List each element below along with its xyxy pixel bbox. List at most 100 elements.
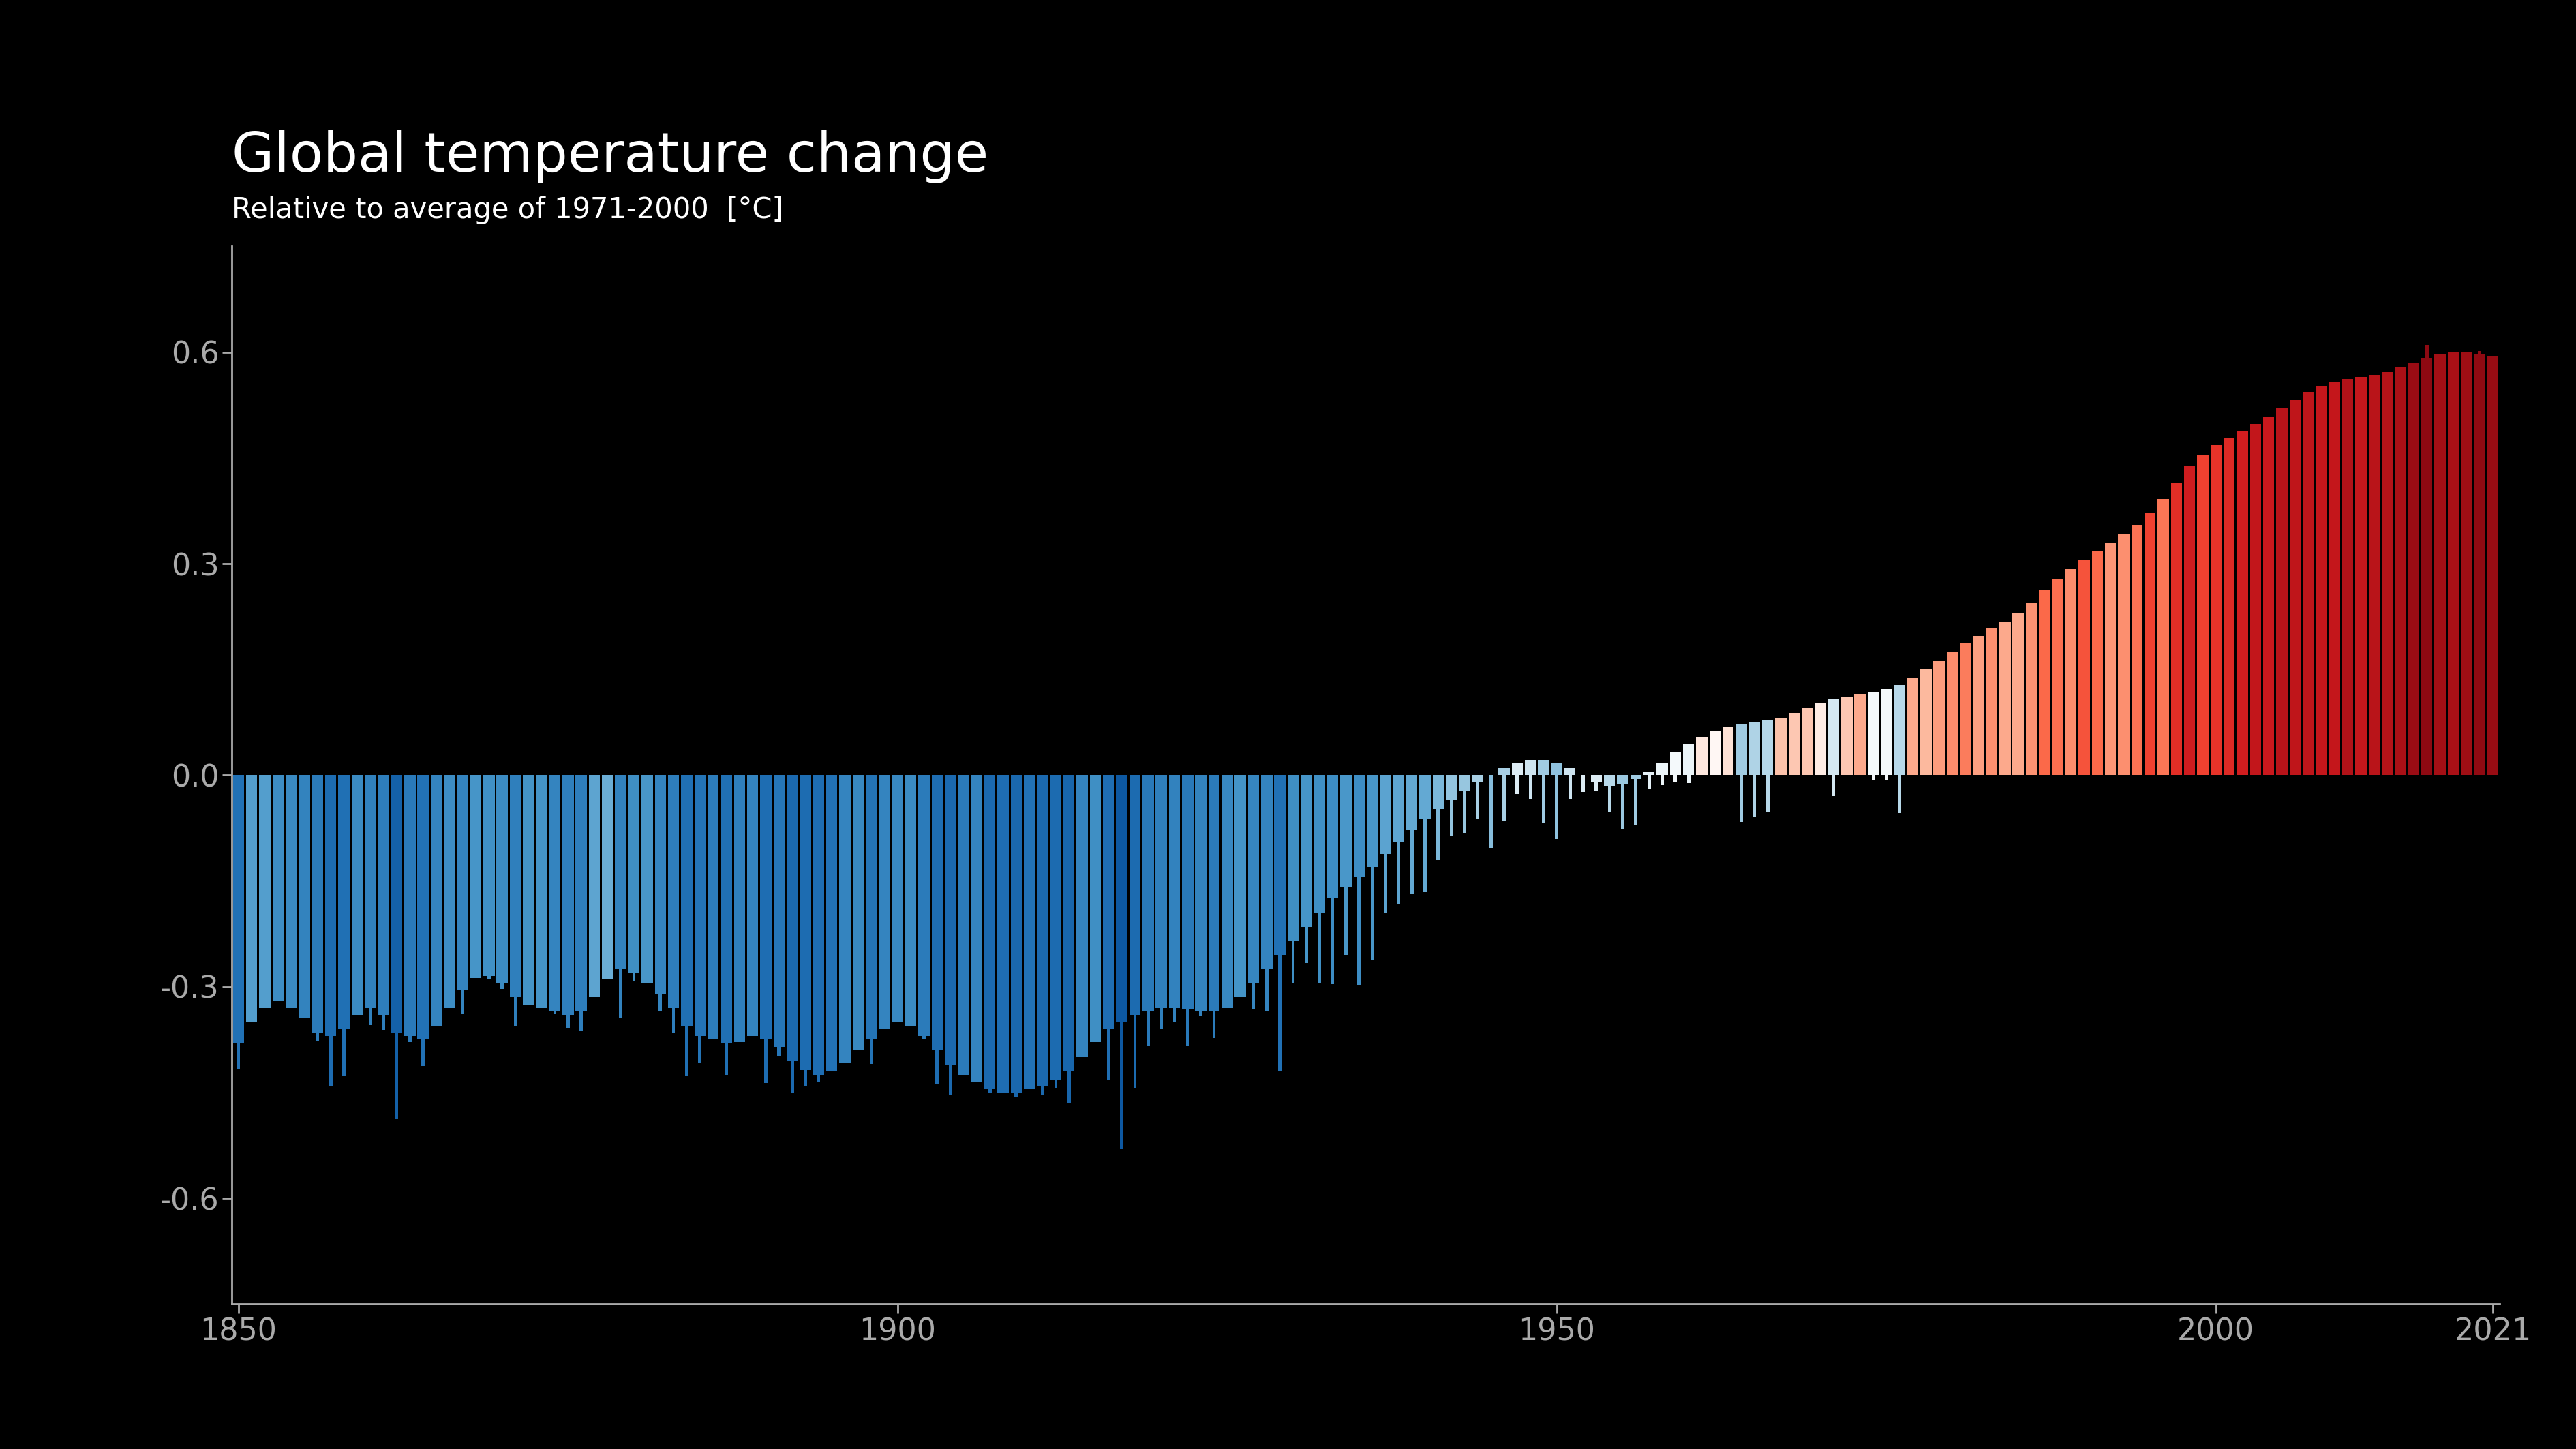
Bar	[2316, 385, 2326, 775]
Bar	[909, 775, 912, 993]
Bar	[1932, 661, 1945, 775]
Bar	[1208, 775, 1218, 1011]
Bar	[680, 775, 693, 1026]
Bar	[2424, 345, 2427, 775]
Bar	[513, 775, 518, 1026]
Bar	[1960, 643, 1971, 775]
Bar	[1595, 775, 1597, 791]
Bar	[392, 775, 402, 1033]
Bar	[1989, 674, 1994, 775]
Bar	[1383, 775, 1386, 913]
Bar	[366, 775, 376, 1009]
Bar	[896, 775, 899, 1001]
Bar	[1265, 775, 1267, 1011]
Bar	[2043, 626, 2045, 775]
Bar	[2107, 680, 2112, 775]
Bar	[1752, 775, 1757, 817]
Bar	[1844, 736, 1847, 775]
Bar	[456, 775, 469, 990]
Bar	[1108, 775, 1110, 1080]
Bar	[948, 775, 951, 1094]
Bar	[1814, 703, 1826, 775]
Bar	[355, 775, 358, 993]
Bar	[1275, 775, 1285, 955]
Bar	[1819, 761, 1821, 775]
Bar	[1471, 775, 1484, 782]
Bar	[1314, 775, 1324, 913]
Bar	[1620, 775, 1623, 829]
Bar	[1409, 775, 1414, 894]
Bar	[711, 775, 714, 1036]
Bar	[2473, 354, 2483, 775]
Bar	[2262, 417, 2275, 775]
Bar	[435, 775, 438, 1014]
Bar	[2478, 351, 2481, 775]
Bar	[404, 775, 415, 1036]
Bar	[2187, 493, 2190, 775]
Bar	[2012, 613, 2022, 775]
Bar	[1687, 775, 1690, 782]
Bar	[2306, 445, 2308, 775]
Bar	[603, 775, 613, 980]
Bar	[1260, 775, 1273, 969]
Bar	[2079, 561, 2089, 775]
Bar	[1023, 775, 1036, 1090]
Bar	[1077, 775, 1087, 1058]
Bar	[2213, 558, 2218, 775]
Bar	[1540, 775, 1546, 823]
Bar	[1618, 775, 1628, 784]
Bar	[1556, 775, 1558, 839]
Bar	[2393, 368, 2406, 775]
Bar	[1195, 775, 1206, 1011]
Bar	[325, 775, 337, 1036]
Bar	[1288, 775, 1298, 940]
Bar	[590, 775, 600, 997]
Bar	[469, 775, 482, 978]
Bar	[2197, 455, 2208, 775]
Bar	[2081, 603, 2084, 775]
Bar	[1128, 775, 1141, 1014]
Bar	[2156, 498, 2169, 775]
Bar	[1002, 775, 1005, 1082]
Bar	[1327, 775, 1337, 898]
Bar	[1345, 775, 1347, 955]
Bar	[2094, 627, 2099, 775]
Bar	[1041, 775, 1043, 1094]
Bar	[2491, 361, 2494, 775]
Bar	[422, 775, 425, 1066]
Bar	[1564, 768, 1574, 775]
Bar	[1937, 687, 1940, 775]
Bar	[381, 775, 384, 1030]
Bar	[724, 775, 726, 1075]
Bar	[1656, 762, 1667, 775]
Bar	[1159, 775, 1162, 1029]
Text: Global temperature change: Global temperature change	[232, 130, 989, 184]
Bar	[263, 775, 265, 933]
Bar	[2447, 352, 2458, 775]
Bar	[2342, 378, 2352, 775]
Bar	[829, 775, 832, 1066]
Bar	[1963, 652, 1965, 775]
Bar	[2409, 362, 2419, 775]
Bar	[1801, 709, 1814, 775]
Bar	[2460, 352, 2470, 775]
Bar	[2226, 529, 2231, 775]
Bar	[1213, 775, 1216, 1039]
Bar	[299, 775, 309, 1019]
Bar	[884, 775, 886, 1013]
Bar	[484, 775, 495, 977]
Bar	[1090, 775, 1100, 1042]
Bar	[1066, 775, 1072, 1103]
Bar	[1669, 752, 1680, 775]
Bar	[1252, 775, 1255, 1010]
Text: Relative to average of 1971-2000  [°C]: Relative to average of 1971-2000 [°C]	[232, 196, 783, 225]
Bar	[549, 775, 562, 1011]
Bar	[2236, 432, 2246, 775]
Bar	[1607, 775, 1610, 813]
Bar	[698, 775, 701, 1064]
Bar	[2200, 585, 2205, 775]
Bar	[1445, 775, 1455, 800]
Bar	[791, 775, 793, 1093]
Bar	[786, 775, 799, 1061]
Bar	[1924, 723, 1927, 775]
